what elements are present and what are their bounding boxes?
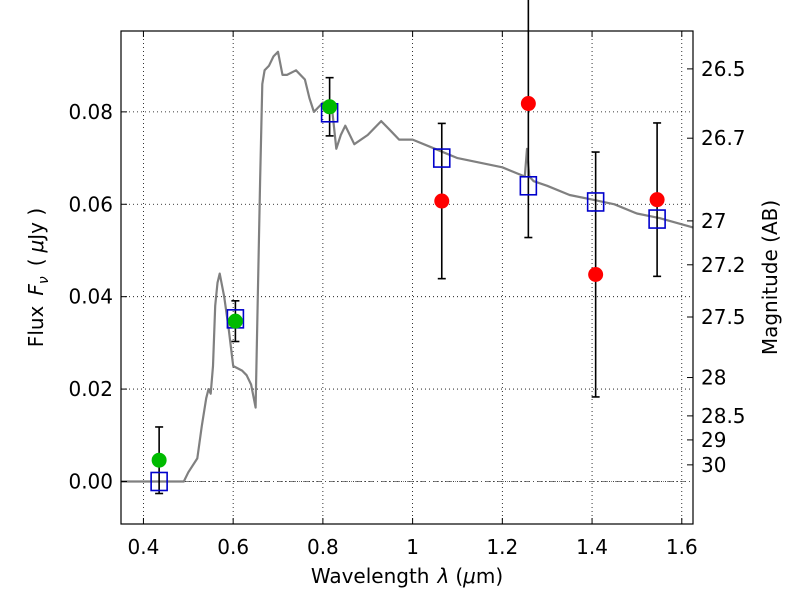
y-tick-label: 0.02 xyxy=(68,377,113,401)
y2-tick-label: 27.5 xyxy=(701,305,746,329)
y2-tick-label: 29 xyxy=(701,428,726,452)
y2-tick-label: 30 xyxy=(701,453,726,477)
red-data-point xyxy=(520,96,536,112)
model-photometry-square xyxy=(432,148,451,168)
y2-tick-label: 27 xyxy=(701,209,726,233)
red-data-point xyxy=(649,192,665,208)
x-tick-label: 1.4 xyxy=(576,535,608,559)
data-markers xyxy=(150,96,666,492)
model-sed-line xyxy=(121,50,694,483)
x-tick-label: 0.8 xyxy=(307,535,339,559)
model-photometry-square xyxy=(519,175,538,196)
x-tick-label: 0.6 xyxy=(217,535,249,559)
y2-tick-label: 26.5 xyxy=(701,57,746,81)
y-tick-label: 0.04 xyxy=(68,285,113,309)
green-data-point xyxy=(151,452,167,468)
y-axis-title: FluxFν(μJy ) xyxy=(24,208,52,347)
axis-ticks: 0.4 0.6 0.8 1 1.2 1.4 1.6 0.00 0.02 0.04 0.06 0.08 2… xyxy=(68,31,746,559)
model-photometry-square xyxy=(648,209,666,229)
grid xyxy=(121,31,693,524)
y2-tick-label: 26.7 xyxy=(701,126,746,150)
plot-frame xyxy=(120,30,694,525)
y2-tick-label: 28 xyxy=(701,366,726,390)
x-axis-title: Wavelength λ (μm) xyxy=(311,564,503,588)
y2-tick-label: 28.5 xyxy=(701,404,746,428)
y2-axis-title: Magnitude (AB) xyxy=(758,200,782,355)
y-tick-label: 0.06 xyxy=(68,192,113,216)
y-tick-label: 0.00 xyxy=(68,469,113,493)
x-tick-label: 1.6 xyxy=(666,535,698,559)
model-sed-layer xyxy=(121,50,694,483)
green-data-point xyxy=(322,99,338,115)
error-bars xyxy=(155,0,662,495)
red-data-point xyxy=(434,193,450,209)
model-photometry-square xyxy=(150,471,168,492)
x-tick-label: 0.4 xyxy=(128,535,160,559)
x-tick-label: 1 xyxy=(406,535,419,559)
y2-tick-label: 27.2 xyxy=(701,253,746,277)
x-tick-label: 1.2 xyxy=(486,535,518,559)
red-data-point xyxy=(588,266,604,282)
y-tick-label: 0.08 xyxy=(68,100,113,124)
model-photometry-square xyxy=(586,192,605,212)
green-data-point xyxy=(227,313,243,329)
